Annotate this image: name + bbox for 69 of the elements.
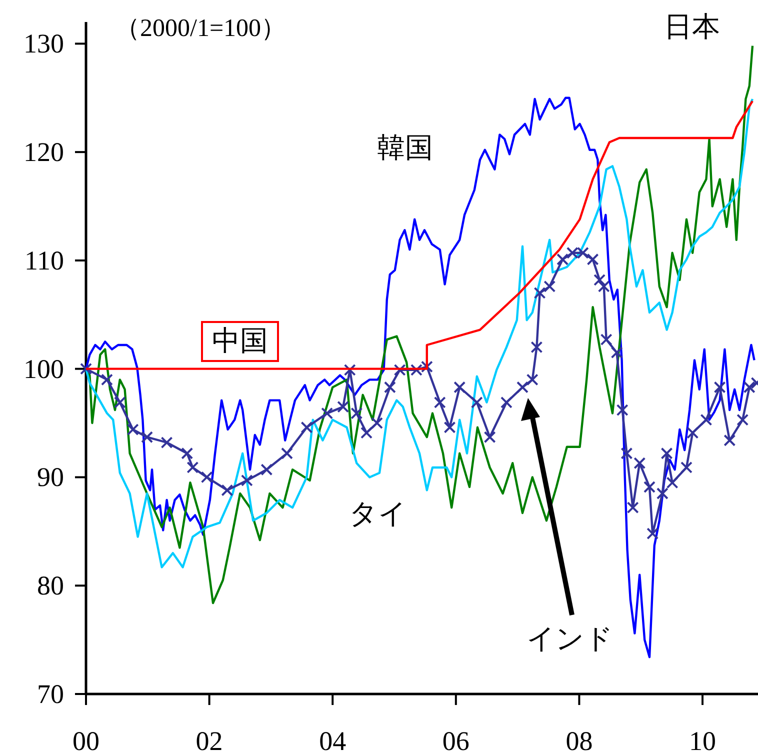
point bbox=[350, 407, 363, 420]
y-tick-label: 120 bbox=[24, 137, 64, 168]
point bbox=[680, 461, 692, 474]
y-tick-label: 80 bbox=[37, 570, 64, 601]
y-tick-label: 130 bbox=[24, 28, 64, 59]
point bbox=[598, 280, 610, 292]
y-tick-label: 110 bbox=[24, 245, 64, 276]
point bbox=[337, 400, 350, 413]
y-tick-label: 100 bbox=[24, 354, 64, 384]
point bbox=[700, 414, 712, 426]
ylabel: （2000/1=100） bbox=[115, 15, 286, 42]
series-label: 中国 bbox=[212, 326, 268, 357]
point bbox=[616, 404, 628, 416]
x-tick-label: 02 bbox=[196, 726, 223, 755]
point bbox=[666, 476, 678, 489]
point bbox=[500, 396, 512, 408]
x-tick-label: 06 bbox=[442, 726, 470, 755]
point bbox=[454, 381, 466, 394]
point bbox=[221, 484, 234, 496]
x-tick-label: 08 bbox=[566, 726, 593, 755]
point bbox=[643, 480, 656, 493]
point bbox=[660, 447, 673, 460]
point bbox=[620, 447, 633, 460]
point bbox=[736, 414, 749, 426]
point bbox=[370, 417, 383, 430]
point bbox=[594, 274, 606, 286]
point bbox=[260, 464, 273, 476]
point bbox=[586, 253, 599, 266]
point bbox=[141, 431, 154, 444]
point bbox=[626, 502, 639, 514]
point bbox=[610, 346, 623, 359]
point bbox=[724, 434, 736, 446]
point bbox=[526, 374, 538, 386]
point bbox=[360, 426, 373, 439]
point bbox=[516, 381, 528, 394]
point bbox=[530, 341, 543, 354]
point bbox=[634, 457, 646, 470]
point bbox=[280, 447, 293, 460]
point bbox=[321, 407, 334, 420]
point bbox=[126, 424, 139, 436]
point bbox=[470, 396, 483, 408]
point bbox=[434, 396, 446, 408]
point bbox=[181, 447, 194, 460]
x-tick-label: 10 bbox=[689, 726, 716, 755]
point bbox=[394, 364, 406, 376]
point bbox=[384, 381, 396, 394]
point bbox=[344, 364, 356, 376]
y-tick-label: 90 bbox=[37, 462, 64, 492]
point bbox=[656, 487, 668, 500]
point bbox=[80, 362, 92, 375]
point bbox=[444, 421, 456, 434]
point bbox=[714, 381, 726, 394]
point bbox=[300, 421, 313, 434]
point bbox=[646, 528, 659, 540]
point bbox=[160, 436, 173, 449]
y-tick-label: 70 bbox=[37, 679, 64, 709]
point bbox=[114, 396, 126, 408]
x-tick-label: 04 bbox=[319, 726, 347, 755]
point bbox=[240, 474, 253, 486]
point bbox=[544, 280, 556, 292]
x-tick-label: 00 bbox=[72, 726, 100, 755]
point bbox=[534, 286, 546, 299]
point bbox=[100, 374, 113, 386]
point bbox=[600, 334, 612, 346]
point bbox=[556, 253, 569, 266]
point bbox=[484, 431, 496, 444]
point bbox=[200, 471, 213, 484]
point bbox=[686, 426, 699, 439]
point bbox=[186, 461, 199, 474]
